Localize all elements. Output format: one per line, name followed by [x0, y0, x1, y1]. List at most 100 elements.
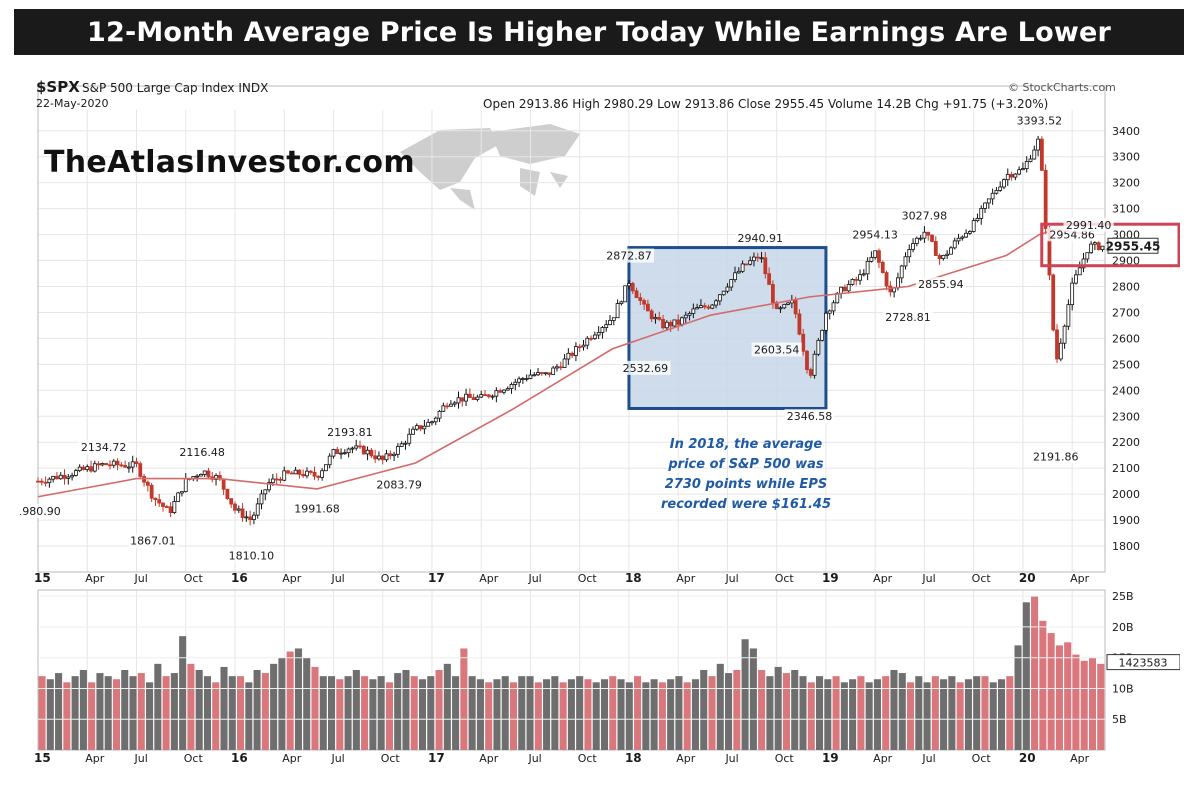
candle-body: [786, 302, 790, 305]
candle-body: [778, 307, 783, 310]
volume-bar: [245, 682, 253, 750]
candle-body: [456, 397, 461, 404]
candle-body: [812, 353, 817, 376]
candle-body: [680, 317, 684, 325]
candle-body: [81, 466, 86, 470]
ohlc-summary: Open 2913.86 High 2980.29 Low 2913.86 Cl…: [483, 97, 1049, 111]
candle-body: [244, 516, 249, 519]
candle-body: [267, 482, 271, 491]
volume-bar: [890, 670, 898, 750]
volume-bar: [278, 657, 286, 750]
price-annotation: 2346.58: [787, 410, 833, 423]
annotation-label-bg: [751, 342, 802, 357]
volume-bar: [146, 682, 154, 750]
volume-bar: [63, 682, 71, 750]
volume-bar: [228, 676, 236, 750]
x-tick-label: 18: [625, 751, 642, 765]
candle-body: [430, 421, 434, 424]
candle-body: [524, 378, 529, 380]
candle-body: [1024, 161, 1029, 169]
volume-bar: [96, 673, 104, 750]
candle-body: [354, 445, 359, 449]
x-tick-label: Jul: [527, 752, 541, 765]
candle-body: [282, 470, 287, 481]
volume-bar: [1014, 645, 1022, 750]
annotation-label-bg: [324, 424, 375, 439]
annotation-label-bg: [603, 248, 655, 263]
candle-body: [570, 352, 575, 356]
candle-body: [1055, 329, 1059, 360]
y-tick-label: 2300: [1112, 410, 1140, 423]
x-tick-label: Apr: [85, 572, 105, 585]
candle-body: [96, 463, 101, 466]
price-annotation: 2855.94: [918, 278, 964, 291]
candle-body: [305, 470, 309, 477]
candle-body: [1074, 274, 1078, 284]
x-tick-label: 18: [625, 571, 642, 585]
volume-bar: [650, 679, 658, 750]
candle-body: [604, 324, 609, 328]
x-tick-label: Jul: [724, 752, 738, 765]
candle-body: [740, 263, 745, 272]
volume-bar: [799, 676, 807, 750]
candle-body: [286, 470, 290, 474]
candle-body: [914, 237, 919, 244]
candle-body: [426, 421, 431, 427]
candle-body: [577, 346, 582, 349]
candle-body: [695, 307, 700, 310]
volume-bar: [154, 663, 162, 750]
candle-body: [335, 449, 340, 454]
candle-body: [384, 453, 389, 461]
candle-body: [911, 243, 915, 250]
volume-bar: [973, 676, 981, 750]
candle-body: [642, 300, 647, 305]
candle-body: [850, 279, 855, 285]
candle-body: [47, 478, 52, 484]
volume-bar: [137, 673, 145, 750]
candle-body: [452, 402, 457, 405]
volume-bar: [865, 682, 873, 750]
price-annotation: 1867.01: [130, 535, 176, 548]
price-annotation: 2193.81: [327, 426, 373, 439]
volume-bar: [948, 676, 956, 750]
candle-body: [854, 279, 859, 281]
candle-body: [320, 470, 325, 478]
volume-bar: [402, 670, 410, 750]
candle-body: [1100, 245, 1105, 251]
candle-body: [407, 433, 412, 444]
candle-body: [600, 327, 605, 333]
x-tick-label: 16: [231, 751, 248, 765]
candle-body: [755, 256, 760, 259]
candle-body: [706, 306, 711, 309]
candle-body: [418, 425, 423, 430]
candle-body: [1013, 173, 1018, 178]
volume-bar: [385, 682, 393, 750]
candle-body: [630, 283, 635, 292]
x-tick-label: Apr: [1070, 572, 1090, 585]
candle-body: [782, 303, 787, 309]
candle-body: [460, 397, 465, 402]
volume-bar: [708, 676, 716, 750]
volume-bar: [534, 682, 542, 750]
volume-bar: [468, 676, 476, 750]
candle-body: [983, 202, 987, 209]
candle-body: [1021, 168, 1025, 171]
annotation-label-bg: [374, 477, 425, 492]
candle-body: [134, 461, 139, 465]
price-annotation: 3027.98: [902, 209, 948, 222]
candle-body: [464, 393, 468, 402]
volume-bar: [898, 673, 906, 750]
candle-body: [793, 299, 798, 315]
candle-body: [127, 466, 131, 469]
candle-body: [714, 300, 718, 306]
candle-body: [672, 319, 677, 327]
last-volume-label: 1423583: [1119, 657, 1168, 670]
candle-body: [214, 475, 218, 480]
annotation-label-bg: [1030, 449, 1081, 464]
volume-tick-label: 10B: [1112, 682, 1134, 695]
map-landmass: [400, 128, 500, 190]
candle-body: [873, 250, 878, 258]
candle-body: [1043, 169, 1048, 229]
volume-bar: [361, 676, 369, 750]
candle-body: [1066, 304, 1071, 327]
